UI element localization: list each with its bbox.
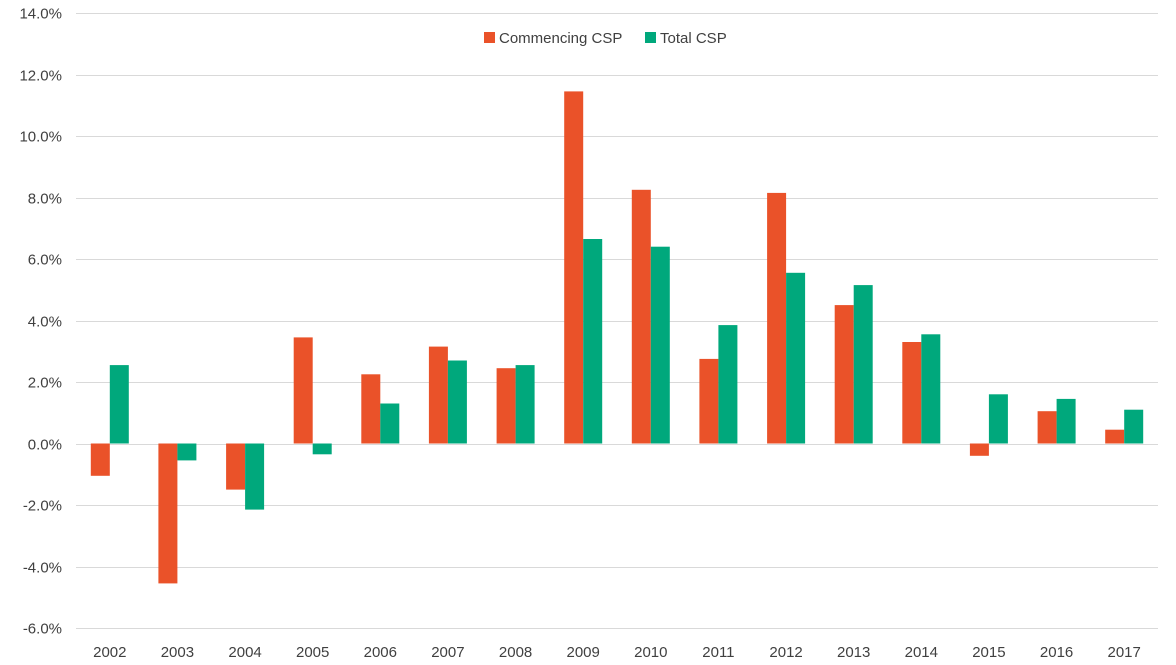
x-tick-label: 2011	[702, 644, 734, 661]
legend: Commencing CSP Total CSP	[484, 30, 727, 47]
bar-total-csp-2017	[1124, 409, 1144, 444]
bar-commencing-csp-2016	[1037, 411, 1057, 444]
gridlines	[76, 13, 1158, 629]
legend-swatch-total-csp	[645, 32, 656, 43]
bar-commencing-csp-2015	[969, 443, 989, 456]
x-tick-label: 2013	[837, 644, 870, 661]
bar-commencing-csp-2013	[834, 305, 854, 444]
y-tick-label: 12.0%	[19, 68, 62, 85]
y-axis-ticks: -6.0% -4.0% -2.0% 0.0% 2.0% 4.0% 6.0% 8.0% 10.0%…	[19, 6, 62, 638]
y-tick-label: -4.0%	[23, 560, 62, 577]
x-tick-label: 2007	[431, 644, 464, 661]
bar-total-csp-2016	[1056, 398, 1076, 444]
bar-commencing-csp-2003	[158, 443, 178, 584]
x-tick-label: 2014	[905, 644, 938, 661]
x-tick-label: 2012	[769, 644, 802, 661]
bar-commencing-csp-2017	[1105, 429, 1125, 444]
bar-total-csp-2015	[988, 394, 1008, 444]
bar-total-csp-2009	[583, 239, 603, 444]
bar-total-csp-2010	[650, 246, 670, 444]
bar-commencing-csp-2007	[428, 346, 448, 444]
bar-total-csp-2004	[245, 443, 265, 510]
bar-commencing-csp-2014	[902, 342, 922, 444]
bar-commencing-csp-2004	[226, 443, 246, 490]
x-tick-label: 2015	[972, 644, 1005, 661]
bar-total-csp-2007	[447, 360, 467, 444]
bar-total-csp-2003	[177, 443, 197, 461]
y-tick-label: 10.0%	[19, 129, 62, 146]
bar-total-csp-2008	[515, 365, 535, 444]
bars	[90, 91, 1144, 584]
x-tick-label: 2006	[364, 644, 397, 661]
bar-total-csp-2013	[853, 285, 873, 444]
bar-total-csp-2014	[921, 334, 941, 444]
x-tick-label: 2005	[296, 644, 329, 661]
bar-commencing-csp-2002	[90, 443, 110, 476]
y-tick-label: -2.0%	[23, 498, 62, 515]
y-tick-label: 8.0%	[28, 191, 62, 208]
bar-commencing-csp-2006	[361, 374, 381, 444]
x-tick-label: 2003	[161, 644, 194, 661]
legend-label-commencing-csp: Commencing CSP	[499, 30, 622, 47]
x-tick-label: 2004	[228, 644, 261, 661]
bar-commencing-csp-2005	[293, 337, 313, 444]
legend-swatch-commencing-csp	[484, 32, 495, 43]
y-tick-label: 14.0%	[19, 6, 62, 23]
bar-total-csp-2006	[380, 403, 400, 444]
x-tick-label: 2002	[93, 644, 126, 661]
bar-total-csp-2012	[786, 272, 806, 444]
bar-total-csp-2005	[312, 443, 332, 455]
bar-commencing-csp-2010	[631, 189, 651, 444]
bar-commencing-csp-2008	[496, 368, 516, 444]
bar-commencing-csp-2011	[699, 358, 719, 444]
y-tick-label: -6.0%	[23, 621, 62, 638]
legend-label-total-csp: Total CSP	[660, 30, 727, 47]
bar-commencing-csp-2012	[767, 192, 787, 444]
bar-total-csp-2002	[109, 365, 129, 444]
x-axis-ticks: 2002 2003 2004 2005 2006 2007 2008 2009 2010 2011…	[93, 644, 1141, 661]
y-tick-label: 2.0%	[28, 375, 62, 392]
x-tick-label: 2017	[1108, 644, 1141, 661]
x-tick-label: 2008	[499, 644, 532, 661]
x-tick-label: 2016	[1040, 644, 1073, 661]
bar-commencing-csp-2009	[564, 91, 584, 444]
x-tick-label: 2009	[567, 644, 600, 661]
bar-total-csp-2011	[718, 325, 738, 444]
y-tick-label: 6.0%	[28, 252, 62, 269]
y-tick-label: 0.0%	[28, 437, 62, 454]
x-tick-label: 2010	[634, 644, 667, 661]
y-tick-label: 4.0%	[28, 314, 62, 331]
